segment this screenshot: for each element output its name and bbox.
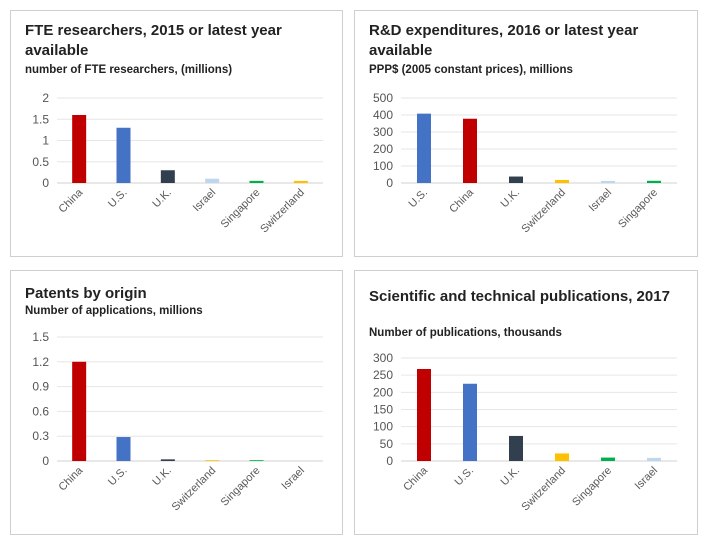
chart-panel-rd-expenditures: R&D expenditures, 2016 or latest year av… xyxy=(354,10,698,257)
chart-plot-publications: 0 50 100 150 200 250 300 China U.S. U.K.Switzerla… xyxy=(373,351,677,514)
bar-israel xyxy=(205,178,220,183)
bar-uk xyxy=(160,459,175,461)
y-tick-label: 1 xyxy=(42,134,49,148)
bar-singapore xyxy=(601,457,615,461)
bar-switzerland xyxy=(555,453,569,461)
y-tick-label: 0.9 xyxy=(32,380,49,394)
bar-switzerland xyxy=(293,180,308,183)
chart-subtitle: number of FTE researchers, (millions) xyxy=(25,64,233,76)
y-tick-label: 2 xyxy=(42,91,49,105)
y-tick-label: 200 xyxy=(373,142,393,156)
bar-us xyxy=(116,437,131,461)
bar-singapore xyxy=(647,180,661,183)
bar-us xyxy=(463,383,477,461)
bar-israel xyxy=(601,180,615,183)
x-tick-label: Singapore xyxy=(616,187,660,231)
x-tick-label: U.S. xyxy=(106,465,130,489)
x-tick-label: U.K. xyxy=(498,187,522,211)
x-tick-label: China xyxy=(447,186,476,215)
bar-us xyxy=(417,113,431,183)
y-tick-label: 500 xyxy=(373,91,393,105)
bar-switzerland xyxy=(555,179,569,183)
x-tick-label: China xyxy=(56,464,85,493)
x-tick-label: U.S. xyxy=(406,187,430,211)
y-tick-label: 300 xyxy=(373,351,393,365)
bar-singapore xyxy=(249,180,264,183)
x-tick-label: Switzerland xyxy=(258,187,307,236)
bar-china xyxy=(72,115,87,183)
bar-uk xyxy=(509,435,523,461)
bar-switzerland xyxy=(205,460,220,461)
y-tick-label: 0 xyxy=(386,176,393,190)
x-tick-label: Israel xyxy=(633,465,661,493)
chart-title: FTE researchers, 2015 or latest year ava… xyxy=(25,22,282,59)
chart-plot-rd-expenditures: 0 100 200 300 400 500 U.S. China U.K.Switzerland… xyxy=(373,91,677,236)
y-tick-label: 0.6 xyxy=(32,404,49,418)
y-tick-label: 0 xyxy=(42,176,49,190)
bar-singapore xyxy=(249,460,264,461)
x-tick-label: China xyxy=(56,186,85,215)
x-tick-label: U.S. xyxy=(452,465,476,489)
x-tick-label: Israel xyxy=(191,187,219,215)
x-tick-label: Switzerland xyxy=(519,465,568,514)
x-tick-label: U.K. xyxy=(150,187,174,211)
chart-subtitle: Number of applications, millions xyxy=(25,305,203,317)
chart-plot-patents: 0 0.3 0.6 0.9 1.2 1.5 China U.S. U.K.Switzerland… xyxy=(32,330,323,514)
x-tick-label: U.S. xyxy=(106,187,130,211)
x-tick-label: Israel xyxy=(587,187,615,215)
y-tick-label: 1.5 xyxy=(32,330,49,344)
bar-israel xyxy=(647,457,661,461)
bar-china xyxy=(463,118,477,183)
x-tick-label: U.K. xyxy=(498,465,522,489)
x-tick-label: Israel xyxy=(279,465,307,493)
y-tick-label: 0.3 xyxy=(32,429,49,443)
chart-panel-patents: Patents by origin Number of applications… xyxy=(10,270,343,535)
y-tick-label: 0.5 xyxy=(32,155,49,169)
bar-china xyxy=(72,361,87,461)
y-tick-label: 0 xyxy=(42,454,49,468)
y-tick-label: 150 xyxy=(373,403,393,417)
x-tick-label: Switzerland xyxy=(170,465,219,514)
y-tick-label: 200 xyxy=(373,385,393,399)
chart-title: Patents by origin xyxy=(25,285,147,302)
y-tick-label: 1.5 xyxy=(32,112,49,126)
chart-plot-fte-researchers: 0 0.5 1 1.5 2 China U.S. U.K. Israel SingaporeSwi… xyxy=(32,91,323,236)
y-tick-label: 100 xyxy=(373,420,393,434)
chart-subtitle: Number of publications, thousands xyxy=(369,327,562,339)
x-tick-label: Singapore xyxy=(570,465,614,509)
bar-uk xyxy=(509,176,523,183)
chart-subtitle: PPP$ (2005 constant prices), millions xyxy=(369,64,573,76)
x-tick-label: Switzerland xyxy=(519,187,568,236)
y-tick-label: 300 xyxy=(373,125,393,139)
y-tick-label: 400 xyxy=(373,108,393,122)
y-tick-label: 0 xyxy=(386,454,393,468)
bar-uk xyxy=(160,170,175,183)
chart-panel-fte-researchers: FTE researchers, 2015 or latest year ava… xyxy=(10,10,343,257)
x-tick-label: Singapore xyxy=(219,465,263,509)
y-tick-label: 50 xyxy=(380,437,394,451)
x-tick-label: Singapore xyxy=(219,187,263,231)
chart-title: Scientific and technical publications, 2… xyxy=(369,288,670,305)
chart-panel-publications: Scientific and technical publications, 2… xyxy=(354,270,698,535)
bar-china xyxy=(417,368,431,461)
x-tick-label: China xyxy=(401,464,430,493)
y-tick-label: 250 xyxy=(373,368,393,382)
y-tick-label: 1.2 xyxy=(32,355,49,369)
x-tick-label: U.K. xyxy=(150,465,174,489)
y-tick-label: 100 xyxy=(373,159,393,173)
bar-us xyxy=(116,127,131,183)
chart-title: R&D expenditures, 2016 or latest year av… xyxy=(369,22,639,59)
